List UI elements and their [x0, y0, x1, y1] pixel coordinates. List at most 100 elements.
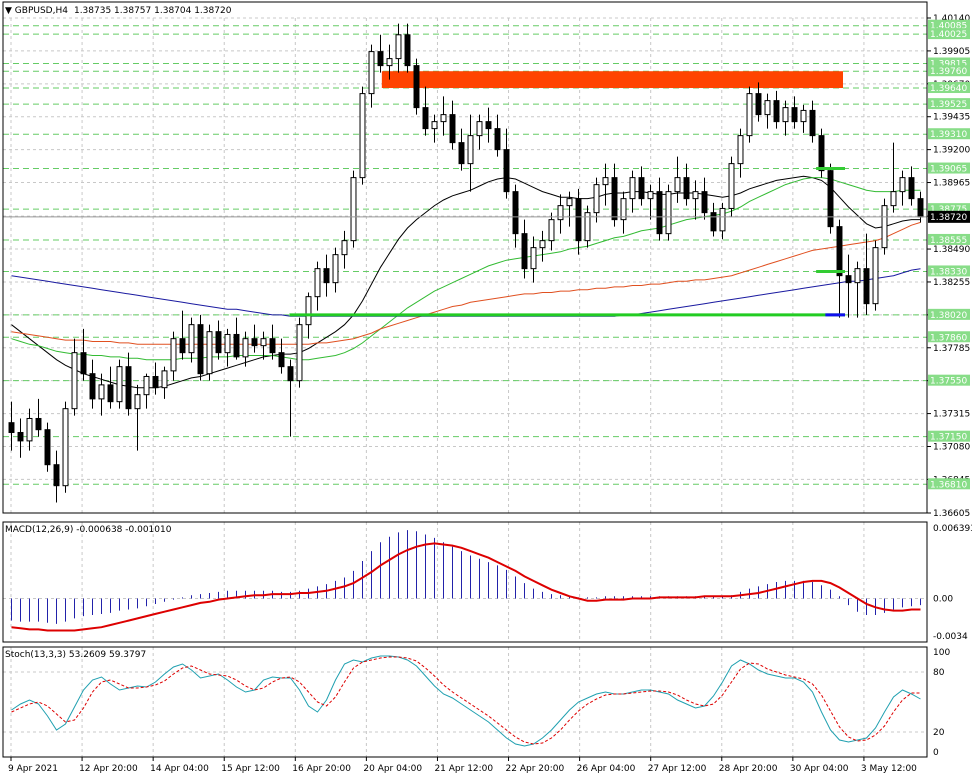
candle [647, 184, 654, 220]
panel-frame [2, 646, 928, 758]
candle-bull [674, 177, 681, 193]
stoch-tick-label: 20 [933, 728, 945, 738]
candle [656, 177, 663, 241]
candle [728, 156, 735, 217]
time-tick-label: 30 Apr 04:00 [790, 764, 849, 774]
candle-bull [620, 198, 627, 221]
candle-bear [791, 107, 798, 123]
candle [872, 240, 879, 311]
candle-bull [665, 191, 672, 235]
candle [53, 450, 60, 503]
level-label-bg [928, 331, 970, 343]
candle [899, 170, 906, 206]
candle-bull [296, 324, 303, 382]
candle-bear [233, 333, 240, 358]
candle [332, 247, 339, 293]
candle [800, 104, 807, 133]
menu-triangle-icon[interactable]: ▼ [5, 6, 15, 16]
candle [377, 34, 384, 73]
candle [773, 90, 780, 129]
candle-bull [629, 177, 636, 200]
candle [854, 261, 861, 318]
candle [494, 114, 501, 157]
candle-bear [656, 191, 663, 235]
candle-bull [260, 338, 267, 347]
time-tick-label: 9 Apr 2021 [8, 764, 58, 774]
horizontal-levels[interactable] [289, 167, 845, 317]
candle [89, 359, 96, 409]
candle [71, 338, 78, 416]
candle-bear [494, 128, 501, 151]
candle [188, 317, 195, 363]
candle-bull [314, 268, 321, 298]
candle-bull [584, 212, 591, 242]
candle-bull [431, 121, 438, 130]
candle-bull [395, 34, 402, 60]
candle [755, 82, 762, 122]
candle [881, 198, 888, 255]
level-label: 1.37550 [930, 377, 967, 387]
level-label-bg [928, 57, 970, 69]
candle-bear [422, 107, 429, 130]
candle-bull [134, 394, 141, 410]
candle-bull [116, 366, 123, 403]
candle [26, 408, 33, 451]
level-label: 1.39640 [930, 84, 967, 94]
candle [629, 170, 636, 213]
candle-bear [215, 331, 222, 354]
candle [539, 230, 546, 262]
candle [413, 58, 420, 115]
candle [278, 338, 285, 374]
candle-bull [440, 114, 447, 123]
price-tick-label: 1.39905 [933, 47, 970, 57]
candle-bear [773, 100, 780, 123]
candle-bear [512, 191, 519, 235]
candle-bull [548, 219, 555, 242]
price-panel[interactable]: 1.401401.399051.396701.394351.392001.389… [3, 6, 970, 519]
candle [35, 398, 42, 437]
candle [8, 401, 15, 451]
symbol-label: GBPUSD,H4 [15, 6, 68, 16]
candle-bear [449, 114, 456, 144]
macd-panel[interactable]: 0.006393 0.00 -0.0034 MACD(12,26,9) -0.000… [3, 522, 972, 642]
candle [746, 86, 753, 143]
stochastic-panel[interactable]: 100 80 20 0 Stoch(13,3,3) 53.2609 59.3797 [3, 647, 950, 758]
candle-bull [566, 198, 573, 207]
macd-axis: 0.006393 0.00 -0.0034 [933, 524, 972, 642]
candle [575, 188, 582, 255]
candle-bear [521, 233, 528, 270]
price-tick-label: 1.38965 [933, 179, 970, 189]
candle [584, 205, 591, 248]
price-tick-label: 1.40140 [933, 14, 970, 24]
macd-title: MACD(12,26,9) -0.000638 -0.001010 [5, 525, 172, 535]
candle [611, 163, 618, 227]
candle-bear [8, 422, 15, 433]
candle-bear [377, 51, 384, 67]
current-price-tag [928, 210, 970, 223]
level-label-bg [928, 265, 970, 277]
candle-bear [80, 352, 87, 375]
macd-tick-label: 0.00 [933, 595, 953, 605]
candle-bear [809, 109, 816, 137]
macd-signal-path [11, 542, 921, 632]
candle-bear [917, 198, 924, 218]
level-label: 1.39065 [930, 165, 967, 175]
candle [530, 236, 537, 283]
price-tick-label: 1.37080 [933, 442, 970, 452]
candle [827, 163, 834, 234]
candle-bear [908, 177, 915, 200]
candle-bull [467, 135, 474, 165]
candle [638, 166, 645, 206]
level-label: 1.38775 [930, 205, 967, 215]
candle [710, 202, 717, 237]
candle [917, 191, 924, 223]
candle-bull [305, 296, 312, 326]
candle-bull [728, 163, 735, 209]
candle [548, 212, 555, 251]
price-tick-label: 1.37315 [933, 410, 970, 420]
candle-bull [242, 338, 249, 358]
candle-bull [476, 121, 483, 137]
candle-bear [17, 431, 24, 442]
candle [62, 401, 69, 493]
